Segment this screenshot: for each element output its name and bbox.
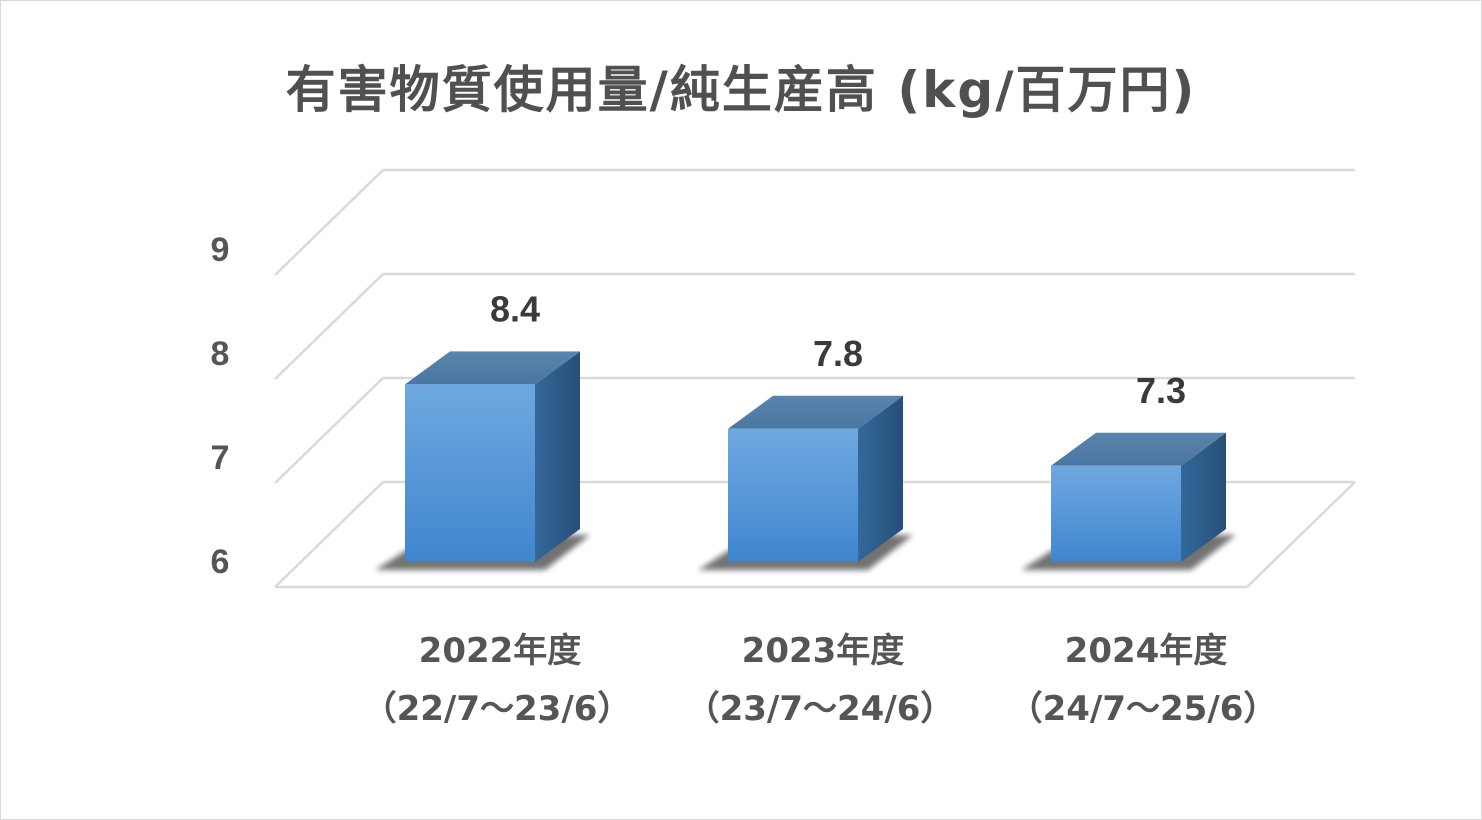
bar: 7.3 xyxy=(1021,370,1236,570)
gridlines xyxy=(274,168,1356,589)
bar-side xyxy=(858,395,903,562)
bar-top xyxy=(728,395,903,429)
gridline-side xyxy=(274,481,384,588)
y-axis-ticks: 6 7 8 9 xyxy=(211,231,230,581)
bar-top xyxy=(1051,432,1226,466)
bar-side xyxy=(1181,432,1226,562)
data-label: 8.4 xyxy=(490,288,540,329)
bars: 8.4 7.8 7.3 xyxy=(375,288,1236,570)
floor-edge-side xyxy=(1246,481,1356,588)
bar: 8.4 xyxy=(375,288,590,570)
bar-side xyxy=(535,351,580,562)
x-category-sublabel: （24/7～25/6） xyxy=(1009,689,1278,729)
gridline-side xyxy=(274,169,384,276)
x-axis-categories: 2022年度 （22/7～23/6） 2023年度 （23/7～24/6） 2024年度… xyxy=(363,631,1278,729)
gridline-side xyxy=(274,377,384,484)
bar-front xyxy=(728,428,858,562)
y-tick-label: 9 xyxy=(211,231,230,269)
chart-title: 有害物質使用量/純生産高 (kg/百万円) xyxy=(285,61,1197,119)
x-category-label: 2022年度 xyxy=(419,631,582,671)
y-tick-label: 8 xyxy=(211,335,230,373)
y-tick-label: 7 xyxy=(211,439,230,477)
x-category-label: 2023年度 xyxy=(742,631,905,671)
bar-top xyxy=(405,351,580,385)
bar-front xyxy=(405,384,535,562)
data-label: 7.8 xyxy=(813,333,863,374)
bar-front xyxy=(1051,465,1181,562)
y-tick-label: 6 xyxy=(211,543,230,581)
x-category-sublabel: （23/7～24/6） xyxy=(686,689,955,729)
x-category-label: 2024年度 xyxy=(1065,631,1228,671)
x-category-sublabel: （22/7～23/6） xyxy=(363,689,632,729)
gridline-side xyxy=(274,273,384,380)
bar: 7.8 xyxy=(698,333,913,570)
data-label: 7.3 xyxy=(1136,370,1186,411)
